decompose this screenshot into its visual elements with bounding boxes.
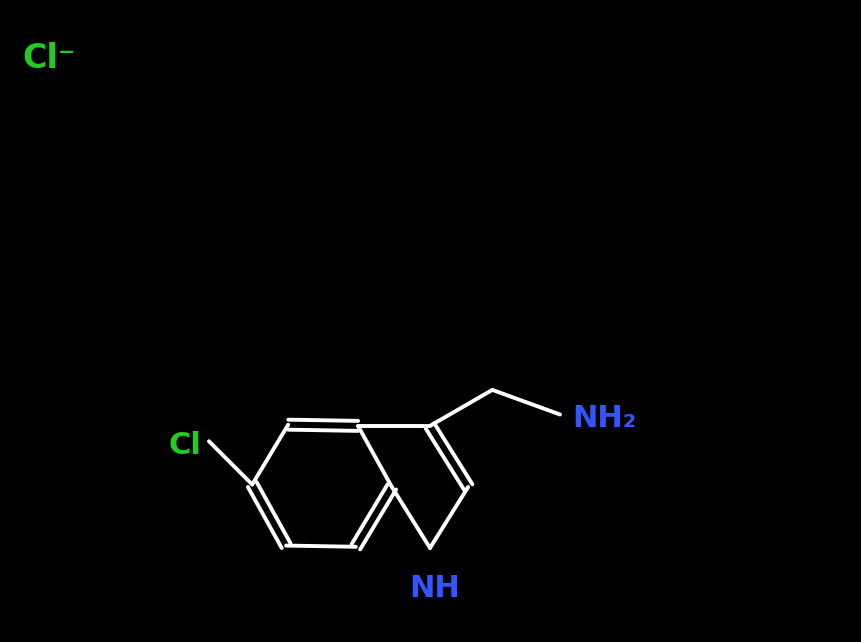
Text: Cl: Cl xyxy=(168,431,201,460)
Text: NH: NH xyxy=(409,574,460,603)
Text: NH₂: NH₂ xyxy=(572,404,635,433)
Text: Cl⁻: Cl⁻ xyxy=(22,42,76,75)
